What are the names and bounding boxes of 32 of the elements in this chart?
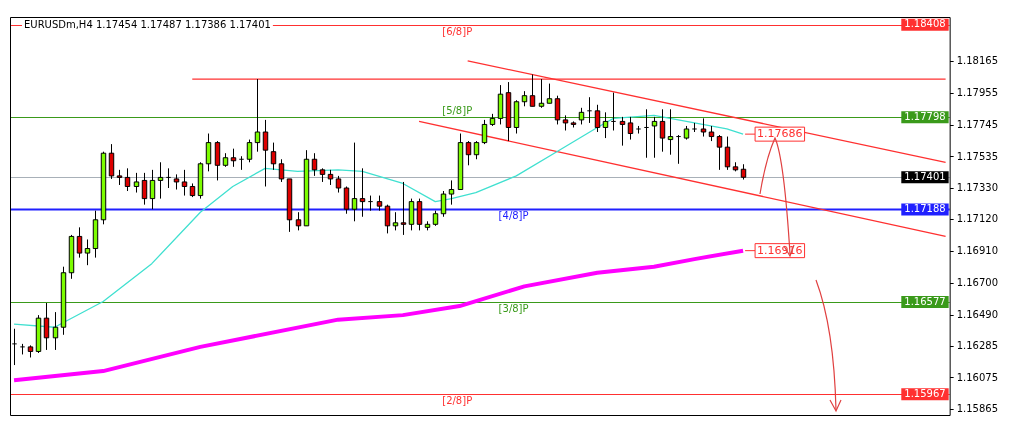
chart-title: EURUSDm,H4 1.17454 1.17487 1.17386 1.17401 [24, 18, 271, 30]
candlestick [643, 108, 650, 159]
annotation: 1.17401 [904, 170, 946, 182]
ref-line-label: [4/8]P [498, 210, 529, 222]
y-tick-label: 1.17120 [956, 213, 999, 225]
ref-line-label: [3/8]P [498, 303, 529, 315]
ref-line-label: [5/8]P [442, 105, 473, 117]
y-tick-label: 1.16700 [956, 276, 999, 288]
y-tick-label: 1.18165 [956, 55, 999, 67]
ref-line-label: [2/8]P [442, 395, 473, 407]
ref-line-label: [6/8]P [442, 26, 473, 38]
candlestick [586, 96, 593, 124]
y-tick-label: 1.15865 [956, 403, 999, 415]
y-tick-label: 1.17535 [956, 150, 999, 162]
y-tick-label: 1.17955 [956, 87, 999, 99]
y-tick-label: 1.16285 [956, 339, 999, 351]
candlestick [675, 134, 682, 165]
annotation: 1.17188 [904, 203, 946, 215]
y-tick-label: 1.16490 [956, 308, 999, 320]
y-tick-label: 1.17745 [956, 118, 999, 130]
candlestick [238, 155, 245, 171]
candlestick [165, 167, 172, 189]
annotation: 1.16577 [904, 295, 946, 307]
candlestick [367, 195, 374, 212]
annotation: 1.18408 [904, 18, 946, 30]
y-tick-label: 1.16075 [956, 371, 999, 383]
y-tick-label: 1.17330 [956, 181, 999, 193]
annotation: 1.15967 [904, 387, 946, 399]
y-tick-label: 1.16910 [956, 245, 999, 257]
annotation: 1.17686 [757, 126, 803, 140]
candlestick [610, 92, 617, 131]
annotation: 1.17798 [904, 110, 946, 122]
